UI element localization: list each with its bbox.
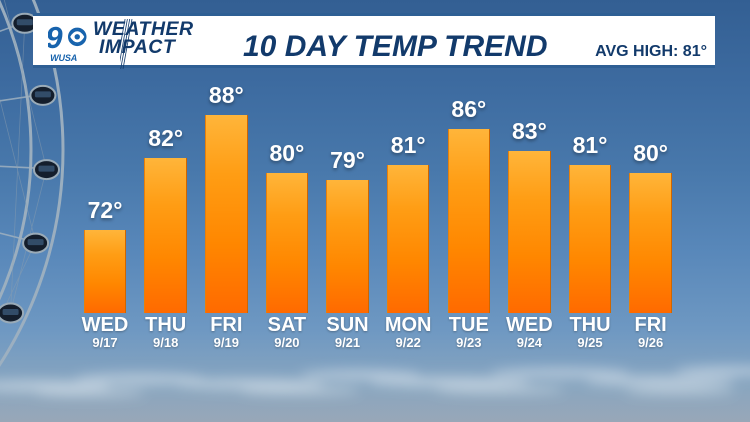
svg-text:9: 9: [48, 23, 63, 55]
svg-text:WUSA: WUSA: [50, 53, 77, 63]
